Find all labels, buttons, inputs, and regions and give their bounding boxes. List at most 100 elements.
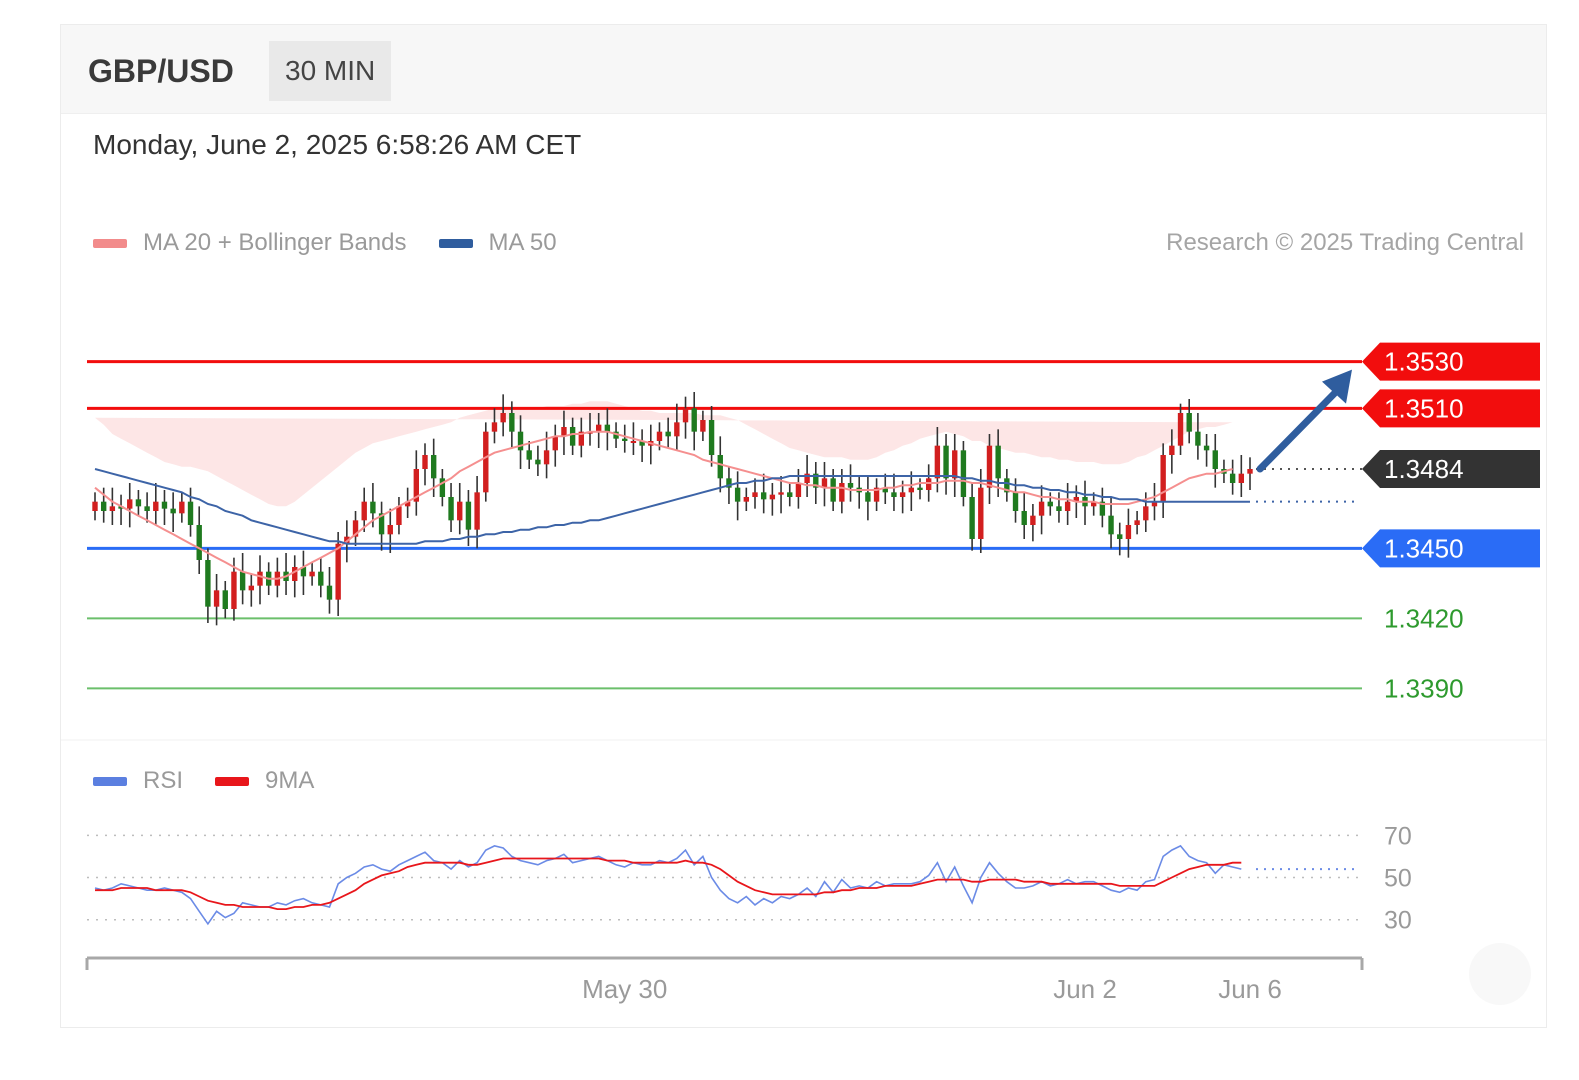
candle-body	[387, 525, 393, 535]
candle-body	[804, 473, 810, 483]
ma20-line	[94, 430, 1233, 580]
candle-body	[144, 506, 150, 511]
candle-body	[1186, 413, 1192, 432]
rsi-9ma-line	[95, 857, 1242, 910]
level-label-1.3530: 1.3530	[1384, 347, 1464, 377]
candle-body	[430, 455, 437, 479]
candle-body	[205, 560, 211, 607]
candle-body	[1030, 515, 1036, 525]
candle-body	[787, 492, 793, 497]
candle-body	[995, 445, 1001, 479]
legend-label-9ma: 9MA	[265, 767, 315, 794]
candle-body	[873, 487, 880, 502]
candle-body	[978, 487, 984, 539]
candle-body	[257, 571, 263, 586]
time-tick-label: May 30	[582, 974, 667, 1004]
candle-body	[92, 501, 98, 511]
rsi-tick-label-30: 30	[1384, 907, 1412, 935]
candle-body	[1064, 501, 1071, 511]
candle-body	[396, 506, 402, 525]
candle-body	[170, 508, 176, 514]
time-tick-label: Jun 6	[1218, 974, 1282, 1004]
candle-body	[222, 590, 228, 609]
candle-body	[491, 422, 498, 432]
candle-body	[821, 478, 828, 488]
candle-body	[1169, 445, 1175, 455]
candle-body	[1108, 515, 1114, 535]
candle-body	[839, 483, 845, 502]
candle-body	[743, 497, 750, 502]
candle-body	[1117, 534, 1123, 539]
level-label-1.3420: 1.3420	[1384, 603, 1464, 633]
legend-label-ma50: MA 50	[488, 229, 557, 256]
candle-body	[1090, 501, 1097, 507]
legend-label-rsi: RSI	[143, 767, 184, 794]
candle-body	[734, 487, 741, 502]
candle-body	[943, 445, 949, 479]
candle-body	[161, 501, 168, 509]
forecast-arrow-head	[1322, 369, 1352, 404]
candle-body	[326, 585, 333, 600]
candle-body	[318, 571, 324, 586]
candle-body	[830, 478, 836, 502]
candle-body	[300, 567, 307, 577]
candle-body	[404, 501, 411, 507]
level-tag-1.3450	[1362, 529, 1540, 568]
candle-body	[960, 450, 967, 497]
candle-body	[1134, 520, 1140, 525]
candle-body	[474, 492, 480, 530]
candle-body	[708, 420, 715, 455]
candle-body	[135, 499, 142, 507]
candle-body	[865, 492, 871, 502]
candle-body	[1125, 525, 1132, 539]
candle-body	[370, 501, 376, 514]
candle-body	[378, 513, 385, 535]
level-tag-1.3510	[1362, 389, 1540, 428]
candle-body	[413, 469, 420, 502]
candle-body	[1056, 506, 1062, 511]
candle-body	[153, 501, 159, 511]
candle-body	[1038, 501, 1045, 516]
candle-body	[1195, 431, 1201, 446]
candle-body	[1143, 506, 1149, 521]
candle-body	[517, 431, 524, 451]
candle-body	[1247, 469, 1253, 474]
candle-body	[1099, 501, 1106, 516]
candle-body	[457, 501, 463, 521]
candle-body	[986, 445, 993, 488]
candle-body	[1012, 492, 1019, 511]
candle-body	[1073, 497, 1080, 502]
candle-body	[674, 422, 680, 437]
candle-body	[969, 497, 975, 539]
candle-body	[908, 487, 915, 493]
level-label-1.3450: 1.3450	[1384, 533, 1464, 563]
candle-body	[118, 506, 124, 509]
candle-body	[717, 455, 723, 479]
candle-body	[535, 459, 541, 465]
candle-body	[196, 525, 202, 560]
candle-body	[795, 483, 802, 497]
candle-body	[700, 420, 706, 432]
candle-body	[100, 501, 107, 511]
candle-body	[127, 499, 133, 509]
candle-body	[543, 450, 550, 465]
legend-item-9ma: 9MA	[215, 767, 314, 795]
chart-header: GBP/USD 30 MIN	[61, 25, 1546, 114]
candle-body	[361, 501, 367, 521]
candle-body	[309, 571, 315, 577]
candle-body	[1160, 455, 1166, 502]
legend-label-ma20: MA 20 + Bollinger Bands	[143, 229, 407, 256]
legend-swatch-9ma	[215, 776, 250, 786]
candle-body	[1229, 473, 1236, 483]
timeframe-badge[interactable]: 30 MIN	[269, 41, 392, 101]
level-tag-1.3530	[1362, 342, 1540, 381]
candle-body	[604, 424, 611, 432]
candle-body	[847, 483, 854, 488]
chart-datetime: Monday, June 2, 2025 6:58:26 AM CET	[93, 129, 582, 160]
main-legend: MA 20 + Bollinger Bands MA 50	[93, 229, 589, 257]
rsi-tick-label-50: 50	[1384, 865, 1412, 893]
corner-scroll-button[interactable]	[1469, 943, 1531, 1005]
time-tick-label: Jun 2	[1053, 974, 1117, 1004]
candle-body	[917, 487, 923, 490]
